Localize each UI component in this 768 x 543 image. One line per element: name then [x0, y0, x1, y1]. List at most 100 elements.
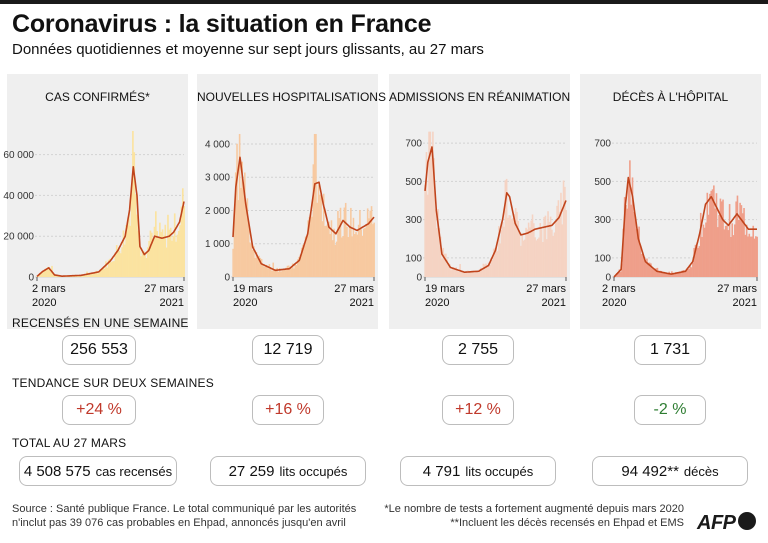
- daily-bar: [103, 268, 106, 277]
- daily-bar: [530, 220, 533, 277]
- daily-bar: [698, 246, 701, 277]
- daily-bar: [155, 211, 157, 277]
- afp-logo: AFP: [697, 512, 736, 534]
- y-tick-label: 1 000: [205, 239, 230, 250]
- daily-bar: [171, 240, 173, 277]
- daily-bar: [95, 270, 98, 277]
- daily-bar: [115, 245, 118, 277]
- daily-bar: [153, 226, 156, 277]
- daily-bar: [520, 245, 522, 277]
- total-suffix: lits occupés: [279, 463, 348, 479]
- chart-deces: 0 100 300 500 700: [594, 139, 758, 284]
- daily-bar: [255, 251, 258, 277]
- total-suffix: lits occupés: [465, 463, 534, 479]
- daily-bar: [654, 269, 656, 277]
- daily-bar: [157, 236, 160, 277]
- daily-bar: [271, 270, 273, 277]
- daily-bar: [430, 146, 433, 277]
- daily-bar: [455, 267, 457, 277]
- y-tick-label: 60 000: [3, 150, 34, 161]
- daily-bar: [306, 236, 308, 277]
- daily-bar: [355, 231, 357, 277]
- daily-bar: [437, 209, 439, 277]
- daily-bar: [678, 271, 681, 277]
- daily-bar: [118, 250, 121, 277]
- y-tick-label: 300: [405, 215, 422, 226]
- daily-bar: [756, 236, 758, 277]
- daily-bar: [351, 236, 353, 277]
- daily-bar: [701, 236, 703, 277]
- daily-bar: [634, 217, 636, 277]
- daily-bar: [665, 273, 668, 277]
- daily-bar: [485, 263, 487, 277]
- daily-bar: [244, 172, 246, 277]
- daily-bar: [129, 225, 132, 277]
- y-tick-label: 4 000: [205, 139, 230, 150]
- daily-bar: [88, 272, 91, 277]
- daily-bar: [648, 262, 651, 277]
- daily-bar: [460, 270, 463, 277]
- daily-bar: [685, 269, 688, 277]
- daily-bar: [434, 209, 437, 277]
- daily-bar: [508, 215, 511, 277]
- daily-bar: [693, 247, 695, 277]
- daily-bar: [655, 268, 657, 277]
- daily-bar: [749, 236, 752, 277]
- daily-bar: [233, 212, 236, 277]
- daily-bar: [169, 227, 172, 277]
- y-tick-label: 500: [405, 177, 422, 188]
- daily-bar: [138, 245, 141, 277]
- daily-bar: [526, 229, 529, 277]
- daily-bar: [539, 223, 542, 277]
- daily-bar: [652, 269, 655, 277]
- daily-bar: [179, 225, 181, 277]
- daily-bar: [315, 133, 317, 277]
- daily-bar: [433, 158, 435, 277]
- daily-bar: [326, 224, 329, 277]
- daily-bar: [542, 242, 544, 277]
- daily-bar: [74, 276, 76, 277]
- daily-bar: [262, 264, 264, 277]
- daily-bar: [487, 262, 490, 277]
- daily-bar: [706, 192, 709, 277]
- panel-title: CAS CONFIRMÉS*: [45, 90, 150, 104]
- daily-bar: [432, 131, 434, 277]
- daily-bar: [133, 152, 136, 277]
- daily-bar: [317, 185, 320, 277]
- daily-bar: [107, 259, 110, 277]
- daily-bar: [751, 236, 753, 277]
- daily-bar: [639, 245, 642, 277]
- daily-bar: [619, 271, 622, 277]
- daily-bar: [39, 274, 41, 277]
- daily-bar: [320, 194, 322, 277]
- daily-bar: [714, 208, 716, 277]
- daily-bar: [285, 267, 287, 277]
- daily-bar: [642, 254, 644, 277]
- daily-bar: [464, 273, 467, 277]
- daily-bar: [457, 271, 460, 277]
- daily-bar: [49, 271, 52, 277]
- daily-bar: [555, 221, 557, 277]
- y-tick-label: 3 000: [205, 173, 230, 184]
- daily-bar: [719, 198, 722, 277]
- daily-bar: [294, 264, 297, 277]
- daily-bar: [426, 194, 429, 277]
- daily-bar: [680, 272, 682, 277]
- daily-bar: [348, 227, 351, 277]
- daily-bar: [322, 193, 325, 277]
- panel-deces: DÉCÈS À L'HÔPITAL 0 100 300 500 700 2 mars 20…: [580, 74, 761, 329]
- daily-bar: [479, 267, 482, 277]
- daily-bar: [263, 266, 265, 277]
- daily-bar: [672, 273, 674, 277]
- daily-bar: [660, 270, 663, 277]
- daily-bar: [258, 255, 260, 277]
- daily-bar: [424, 185, 426, 277]
- daily-bar: [347, 237, 350, 277]
- daily-bar: [284, 268, 286, 277]
- daily-bar: [343, 207, 346, 277]
- daily-bar: [43, 271, 45, 277]
- daily-bar: [122, 230, 125, 277]
- daily-bar: [37, 275, 40, 277]
- daily-bar: [438, 228, 441, 277]
- daily-bar: [160, 231, 163, 277]
